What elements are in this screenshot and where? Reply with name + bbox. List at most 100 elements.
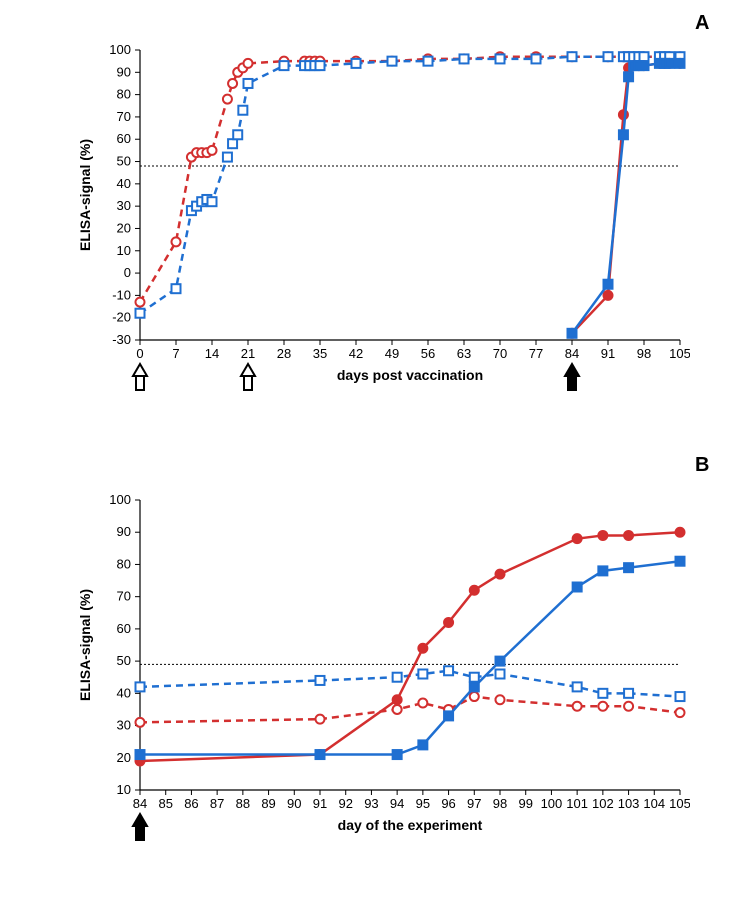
marker: [393, 695, 402, 704]
marker: [223, 153, 232, 162]
svg-text:14: 14: [205, 346, 219, 361]
marker: [418, 644, 427, 653]
marker: [598, 702, 607, 711]
svg-text:87: 87: [210, 796, 224, 811]
marker: [136, 682, 145, 691]
arrow-shaft: [136, 376, 144, 390]
marker: [568, 329, 577, 338]
panel-b-label: B: [695, 454, 709, 477]
marker: [352, 59, 361, 68]
marker: [228, 139, 237, 148]
svg-text:96: 96: [441, 796, 455, 811]
svg-text:101: 101: [566, 796, 588, 811]
marker: [532, 54, 541, 63]
page: A -30-20-1001020304050607080901000714212…: [0, 0, 736, 895]
marker: [444, 711, 453, 720]
marker: [208, 146, 217, 155]
marker: [640, 52, 649, 61]
arrow-filled-icon: [565, 364, 579, 376]
marker: [573, 682, 582, 691]
marker: [228, 79, 237, 88]
marker: [233, 130, 242, 139]
marker: [598, 566, 607, 575]
svg-text:7: 7: [172, 346, 179, 361]
svg-text:90: 90: [117, 524, 131, 539]
marker: [316, 750, 325, 759]
svg-text:88: 88: [236, 796, 250, 811]
svg-text:50: 50: [117, 154, 131, 169]
marker: [568, 52, 577, 61]
arrow-shaft: [136, 826, 144, 840]
panel-a-label: A: [695, 12, 709, 35]
arrow-open-icon: [241, 364, 255, 376]
marker: [676, 59, 685, 68]
svg-text:35: 35: [313, 346, 327, 361]
svg-text:10: 10: [117, 243, 131, 258]
svg-text:84: 84: [133, 796, 147, 811]
svg-text:94: 94: [390, 796, 404, 811]
svg-text:30: 30: [117, 198, 131, 213]
svg-text:98: 98: [493, 796, 507, 811]
series-A_blue_filled: [572, 63, 680, 333]
marker: [172, 237, 181, 246]
svg-text:102: 102: [592, 796, 614, 811]
svg-text:85: 85: [158, 796, 172, 811]
svg-text:91: 91: [313, 796, 327, 811]
marker: [316, 715, 325, 724]
marker: [418, 699, 427, 708]
svg-text:100: 100: [109, 492, 131, 507]
svg-text:-20: -20: [112, 310, 131, 325]
marker: [208, 197, 217, 206]
svg-text:40: 40: [117, 685, 131, 700]
marker: [676, 692, 685, 701]
marker: [604, 280, 613, 289]
svg-text:70: 70: [117, 109, 131, 124]
svg-text:80: 80: [117, 87, 131, 102]
svg-text:99: 99: [518, 796, 532, 811]
marker: [136, 750, 145, 759]
svg-text:40: 40: [117, 176, 131, 191]
svg-text:77: 77: [529, 346, 543, 361]
svg-text:28: 28: [277, 346, 291, 361]
svg-text:93: 93: [364, 796, 378, 811]
chart-a: -30-20-100102030405060708090100071421283…: [60, 40, 690, 450]
marker: [136, 298, 145, 307]
svg-text:63: 63: [457, 346, 471, 361]
y-axis-title: ELISA-signal (%): [77, 589, 93, 701]
marker: [393, 750, 402, 759]
marker: [244, 79, 253, 88]
series-B_blue_filled: [140, 561, 680, 754]
svg-text:-30: -30: [112, 332, 131, 347]
svg-text:60: 60: [117, 621, 131, 636]
marker: [172, 284, 181, 293]
arrow-filled-icon: [133, 814, 147, 826]
svg-text:100: 100: [541, 796, 563, 811]
svg-text:20: 20: [117, 750, 131, 765]
svg-text:60: 60: [117, 131, 131, 146]
svg-text:0: 0: [136, 346, 143, 361]
x-axis-title: days post vaccination: [337, 367, 483, 383]
y-axis-title: ELISA-signal (%): [77, 139, 93, 251]
marker: [470, 673, 479, 682]
marker: [598, 689, 607, 698]
marker: [496, 695, 505, 704]
marker: [624, 531, 633, 540]
svg-text:10: 10: [117, 782, 131, 797]
svg-text:92: 92: [338, 796, 352, 811]
svg-text:91: 91: [601, 346, 615, 361]
arrow-shaft: [568, 376, 576, 390]
marker: [388, 57, 397, 66]
svg-text:56: 56: [421, 346, 435, 361]
marker: [496, 657, 505, 666]
marker: [393, 673, 402, 682]
marker: [496, 54, 505, 63]
marker: [223, 95, 232, 104]
marker: [604, 52, 613, 61]
marker: [604, 291, 613, 300]
svg-text:70: 70: [493, 346, 507, 361]
marker: [665, 59, 674, 68]
svg-text:0: 0: [124, 265, 131, 280]
svg-text:50: 50: [117, 653, 131, 668]
x-axis-title: day of the experiment: [338, 817, 483, 833]
svg-text:100: 100: [109, 42, 131, 57]
